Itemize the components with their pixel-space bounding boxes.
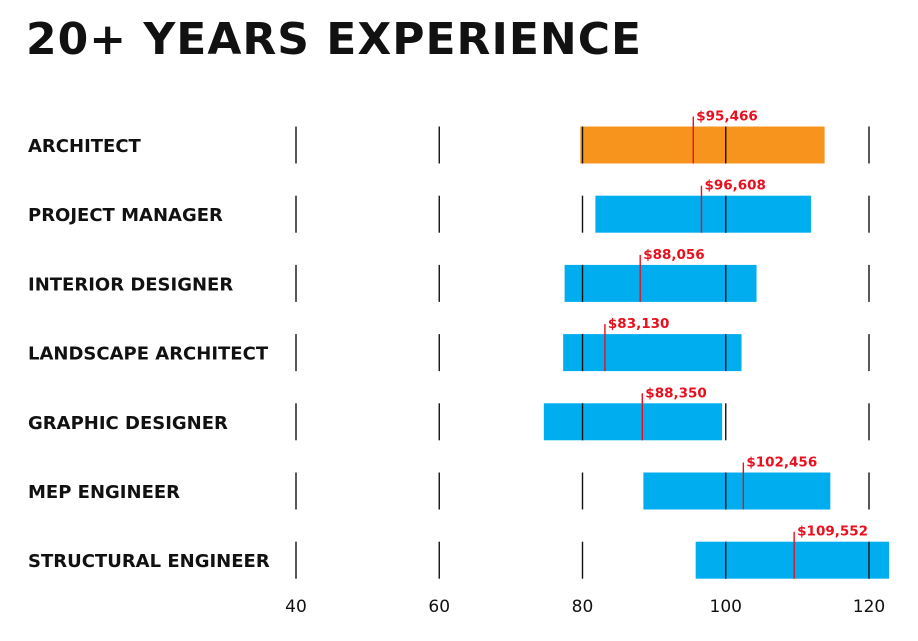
range-bar: [543, 403, 723, 441]
category-label: MEP ENGINEER: [28, 482, 180, 503]
median-value-label: $96,608: [704, 178, 766, 194]
x-tick-label: 60: [428, 597, 450, 617]
range-bar: [643, 472, 831, 510]
x-tick-label: 80: [572, 597, 594, 617]
median-layer: $95,466 $96,608 $88,056 $83,130 $88,350 $102,…: [604, 109, 868, 579]
category-label: STRUCTURAL ENGINEER: [28, 551, 270, 572]
range-bar: [563, 334, 742, 372]
x-tick-label: 100: [710, 597, 742, 617]
category-label: LANDSCAPE ARCHITECT: [28, 344, 269, 365]
x-axis: 40 60 80 100 120: [285, 597, 885, 617]
category-label: PROJECT MANAGER: [28, 205, 223, 226]
range-bar: [580, 126, 825, 164]
range-bar: [564, 264, 757, 302]
grid-layer: [295, 126, 870, 579]
median-value-label: $102,456: [746, 455, 817, 471]
x-tick-label: 40: [285, 597, 307, 617]
median-value-label: $109,552: [797, 524, 868, 540]
bars-layer: [543, 126, 890, 579]
median-value-label: $95,466: [696, 109, 758, 125]
median-value-label: $88,350: [645, 385, 707, 401]
range-bar: [695, 541, 890, 579]
x-tick-label: 120: [853, 597, 885, 617]
chart-title: 20+ YEARS EXPERIENCE: [26, 14, 643, 65]
category-label: INTERIOR DESIGNER: [28, 274, 233, 295]
range-bar: [595, 195, 811, 233]
median-value-label: $83,130: [608, 316, 670, 332]
category-label: GRAPHIC DESIGNER: [28, 413, 228, 434]
median-value-label: $88,056: [643, 247, 705, 263]
label-layer: ARCHITECT PROJECT MANAGER INTERIOR DESIGNE…: [28, 136, 270, 572]
category-label: ARCHITECT: [28, 136, 142, 157]
